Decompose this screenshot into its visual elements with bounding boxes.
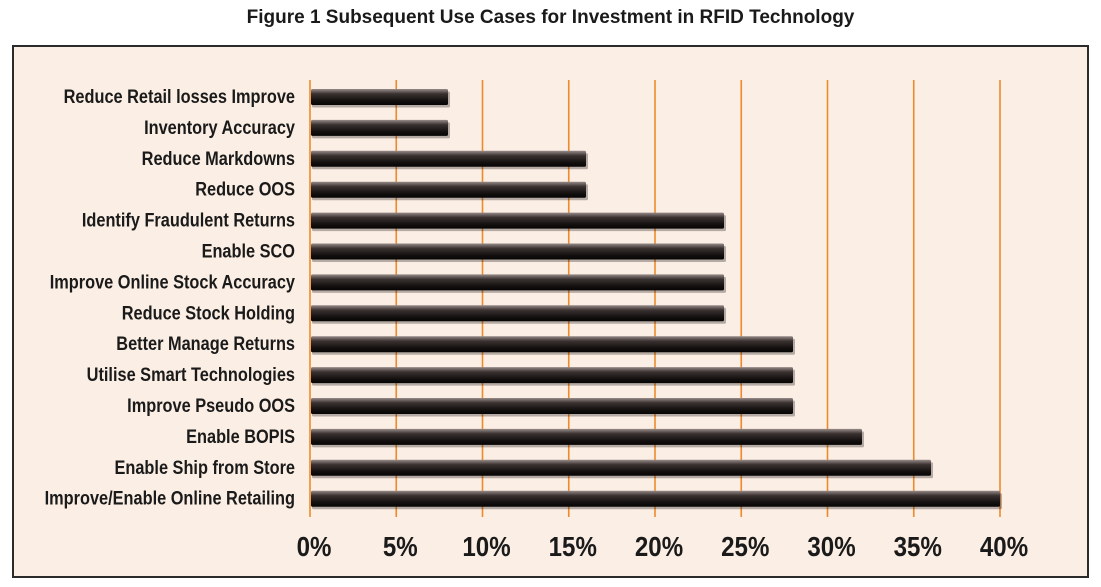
bar [311, 212, 724, 229]
x-tick-label: 15% [549, 530, 597, 562]
bar [311, 181, 586, 198]
category-label: Reduce Retail losses Improve [64, 86, 295, 107]
x-tick-label: 10% [462, 530, 510, 562]
category-label: Enable BOPIS [186, 426, 295, 447]
bar [311, 367, 793, 384]
x-tick-label: 5% [383, 530, 418, 562]
category-label: Inventory Accuracy [144, 117, 295, 138]
x-axis-tick-labels: 0% 5% 10% 15% 20% 25% 30% 35% 40% [297, 530, 1029, 562]
bar [311, 336, 793, 353]
bar [311, 398, 793, 414]
category-label: Enable Ship from Store [114, 457, 295, 478]
x-tick-label: 40% [980, 530, 1028, 562]
bar [311, 150, 586, 167]
bar [311, 274, 724, 291]
category-labels: Reduce Retail losses Improve Inventory Ac… [45, 86, 296, 509]
bar [311, 305, 724, 322]
x-tick-label: 0% [297, 530, 332, 562]
x-tick-label: 30% [807, 530, 855, 562]
x-tick-label: 25% [721, 530, 769, 562]
bar [311, 490, 1000, 507]
category-label: Reduce OOS [195, 179, 295, 200]
category-label: Enable SCO [202, 240, 296, 261]
x-tick-label: 20% [635, 530, 683, 562]
category-label: Identify Fraudulent Returns [82, 209, 295, 230]
category-label: Improve/Enable Online Retailing [45, 488, 295, 509]
category-label: Improve Pseudo OOS [127, 395, 295, 416]
bars [311, 89, 1002, 510]
category-label: Reduce Markdowns [142, 148, 295, 169]
bar [311, 243, 724, 260]
bar [311, 89, 448, 105]
bar [311, 459, 931, 476]
x-tick-label: 35% [894, 530, 942, 562]
category-label: Better Manage Returns [116, 333, 295, 354]
bar [311, 119, 448, 136]
category-label: Improve Online Stock Accuracy [50, 271, 295, 292]
bar [311, 428, 862, 445]
chart-title: Figure 1 Subsequent Use Cases for Invest… [246, 7, 855, 28]
category-label: Utilise Smart Technologies [87, 364, 295, 385]
category-label: Reduce Stock Holding [122, 302, 295, 323]
